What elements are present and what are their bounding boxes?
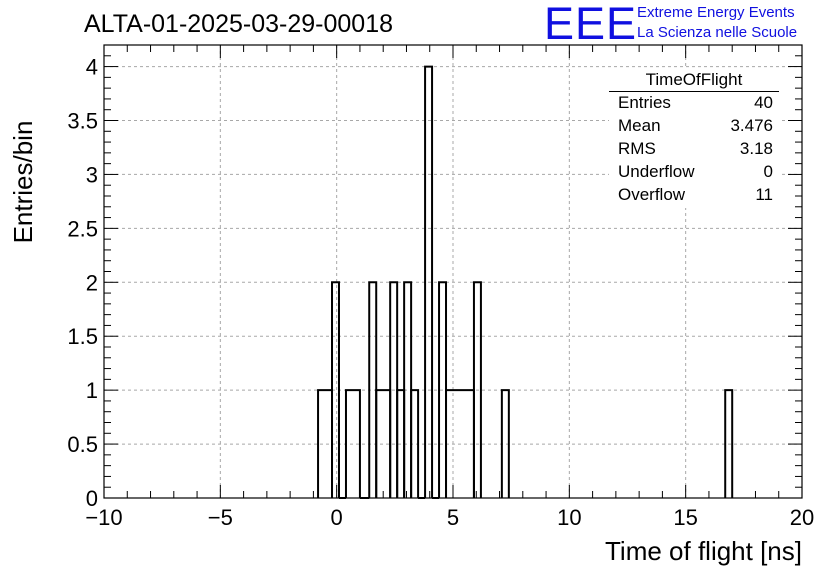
- y-tick-label: 3: [86, 162, 98, 187]
- y-tick-label: 0: [86, 486, 98, 511]
- y-tick-label: 2: [86, 270, 98, 295]
- stats-label: Mean: [618, 116, 661, 135]
- y-tick-label: 2.5: [67, 216, 98, 241]
- histogram-bars: [317, 65, 734, 499]
- stats-label: Entries: [618, 93, 671, 112]
- eee-logo-mark: EEE: [544, 0, 638, 49]
- stats-title: TimeOfFlight: [645, 70, 743, 89]
- y-tick-label: 3.5: [67, 109, 98, 134]
- stats-row-entries: Entries 40: [618, 93, 773, 115]
- stats-divider: [609, 91, 779, 92]
- y-tick-label: 1: [86, 378, 98, 403]
- logo-text-line2: La Scienza nelle Scuole: [637, 24, 798, 41]
- x-tick-label: 0: [331, 505, 343, 530]
- y-tick-label: 0.5: [67, 432, 98, 457]
- stats-label: RMS: [618, 139, 656, 158]
- histogram-bin: [410, 389, 420, 498]
- histogram-bin: [472, 281, 482, 498]
- stats-row-overflow: Overflow 11: [618, 185, 773, 207]
- stats-value: 11: [755, 185, 773, 204]
- stats-label: Underflow: [618, 162, 695, 181]
- x-axis-label: Time of flight [ns]: [605, 536, 802, 566]
- x-tick-label: 15: [673, 505, 697, 530]
- histogram-bin: [344, 389, 361, 498]
- histogram-bin: [424, 65, 434, 498]
- stats-value: 40: [754, 93, 773, 112]
- stats-row-rms: RMS 3.18: [618, 139, 773, 161]
- histogram-bin: [500, 389, 510, 498]
- y-tick-label: 4: [86, 55, 98, 80]
- histogram-bin: [331, 281, 340, 498]
- stats-value: 0: [763, 162, 773, 181]
- x-tick-label: 20: [790, 505, 814, 530]
- stats-row-mean: Mean 3.476: [618, 116, 773, 138]
- stats-value: 3.476: [730, 116, 773, 135]
- run-title: ALTA-01-2025-03-29-00018: [84, 10, 393, 38]
- x-tick-label: −5: [208, 505, 233, 530]
- histogram-bin: [724, 389, 734, 498]
- stats-value: 3.18: [739, 139, 773, 158]
- tick-labels: −10 −5 0 5 10 15 20 0 0.5 1 1.5 2 2.5 3 3.5 4: [67, 55, 814, 530]
- stats-box: TimeOfFlight Entries 40 Mean 3.476 RMS 3…: [609, 68, 779, 208]
- x-tick-label: 5: [447, 505, 459, 530]
- x-tick-label: −10: [85, 505, 122, 530]
- logo-text-line1: Extreme Energy Events: [637, 4, 795, 21]
- y-tick-label: 1.5: [67, 324, 98, 349]
- axis-ticks: [103, 44, 803, 499]
- x-tick-label: 10: [557, 505, 581, 530]
- y-axis-label: Entries/bin: [8, 121, 38, 244]
- stats-row-underflow: Underflow 0: [618, 162, 773, 184]
- stats-label: Overflow: [618, 185, 686, 204]
